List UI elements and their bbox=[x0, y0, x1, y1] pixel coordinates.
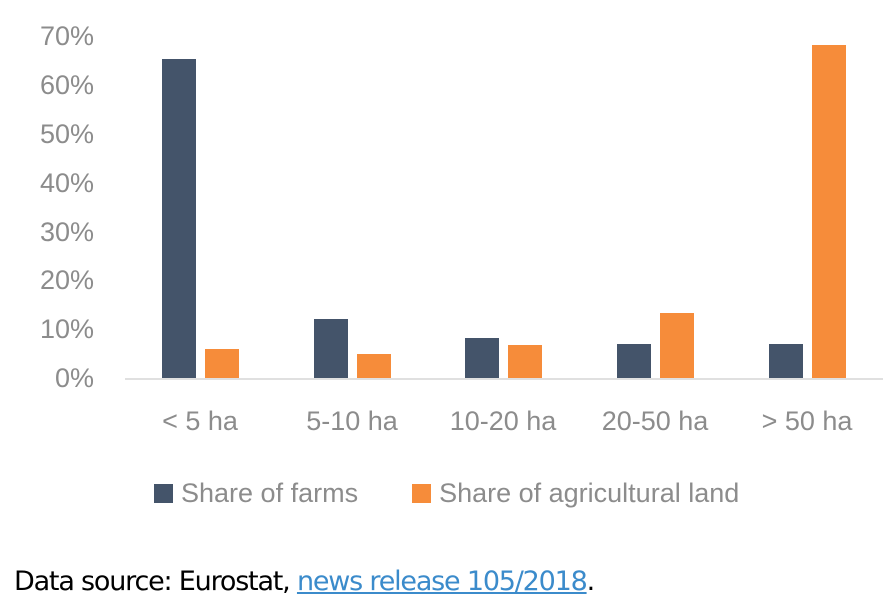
bar-land bbox=[205, 349, 239, 378]
news-release-link[interactable]: news release 105/2018 bbox=[296, 566, 588, 597]
y-tick-label: 0% bbox=[54, 363, 94, 393]
legend-item: Share of agricultural land bbox=[412, 478, 739, 509]
legend-label: Share of agricultural land bbox=[439, 477, 740, 508]
bar-land bbox=[660, 313, 694, 378]
y-tick-label: 50% bbox=[39, 119, 94, 149]
data-source-note: Data source: Eurostat, news release 105/… bbox=[14, 566, 596, 597]
y-tick-label: 60% bbox=[39, 70, 94, 101]
bar-farms bbox=[314, 318, 348, 378]
x-tick-label: 20-50 ha bbox=[601, 406, 709, 436]
legend-label: Share of farms bbox=[181, 477, 359, 508]
y-tick-label: 30% bbox=[39, 216, 94, 247]
x-tick-label: > 50 ha bbox=[761, 406, 853, 436]
y-tick-label: 70% bbox=[39, 21, 94, 52]
bar-land bbox=[357, 354, 391, 378]
bar-farms bbox=[769, 343, 803, 378]
bar-farms bbox=[465, 337, 499, 378]
y-tick-label: 40% bbox=[39, 167, 94, 198]
y-tick-label: 20% bbox=[39, 265, 94, 296]
bar-land bbox=[812, 45, 846, 378]
bar-farms bbox=[617, 343, 651, 378]
bar-farms bbox=[162, 58, 196, 378]
source-suffix: . bbox=[586, 566, 596, 597]
legend-item: Share of farms bbox=[154, 478, 358, 509]
x-tick-label: 10-20 ha bbox=[449, 406, 557, 436]
source-prefix: Data source: Eurostat, bbox=[14, 566, 297, 597]
bar-chart: 0% 10% 20% 30% 40% 50% 60% 70% < 5 ha 5-10 ha 10-… bbox=[39, 21, 883, 508]
x-axis-line bbox=[125, 378, 883, 380]
legend-swatch-icon bbox=[412, 483, 432, 503]
legend: Share of farms Share of agricultural land bbox=[154, 478, 793, 508]
x-tick-label: < 5 ha bbox=[162, 406, 238, 436]
y-tick-label: 10% bbox=[39, 314, 94, 345]
legend-swatch-icon bbox=[154, 483, 173, 503]
bar-land bbox=[508, 344, 542, 378]
x-tick-label: 5-10 ha bbox=[306, 406, 398, 436]
